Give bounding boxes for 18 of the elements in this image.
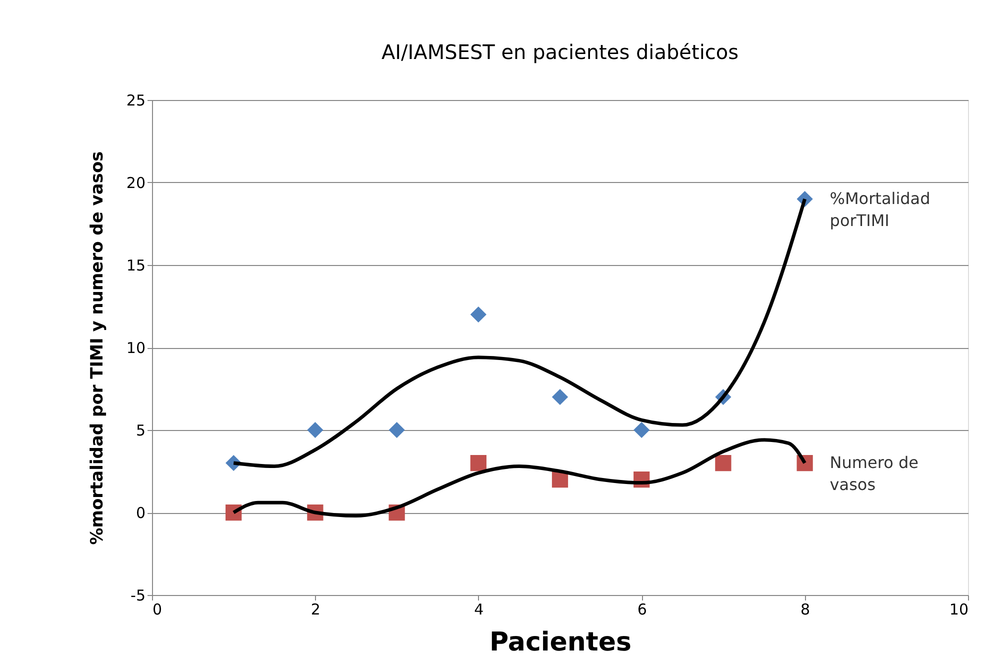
series-label: Numero de vasos <box>830 453 918 494</box>
x-tick-label: 4 <box>474 600 484 618</box>
chart-title: AI/IAMSEST en pacientes diabéticos <box>381 40 739 64</box>
x-tick-label: 2 <box>310 600 320 618</box>
y-tick-label: 5 <box>136 422 146 440</box>
y-tick-label: 15 <box>126 256 146 274</box>
y-tick-label: 20 <box>126 174 146 192</box>
y-tick-label: -5 <box>130 586 146 604</box>
x-tick-label: 10 <box>949 600 968 618</box>
y-tick-label: 10 <box>126 339 146 357</box>
y-tick-label: 25 <box>126 92 146 110</box>
x-tick-label: 8 <box>800 600 810 618</box>
x-tick-label: 0 <box>152 600 162 618</box>
y-tick-label: 0 <box>136 504 146 522</box>
x-tick-label: 6 <box>637 600 647 618</box>
series-label: %Mortalidad porTIMI <box>830 189 930 230</box>
x-axis-title: Pacientes <box>490 628 632 658</box>
y-axis-title: %mortalidad por TIMI y numero de vasos <box>87 151 108 545</box>
